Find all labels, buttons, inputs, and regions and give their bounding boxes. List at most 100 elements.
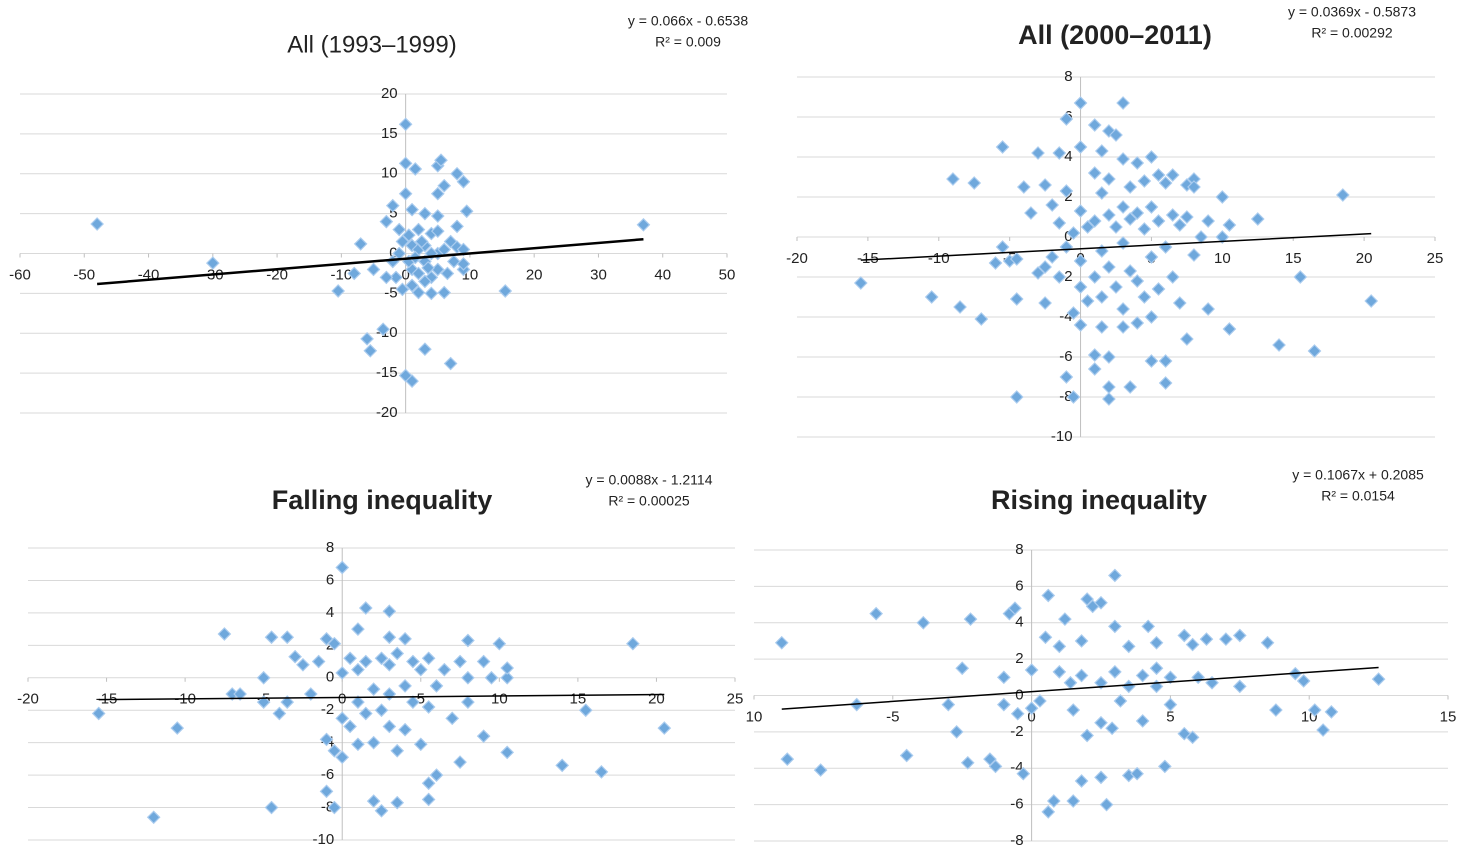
data-point	[406, 654, 420, 669]
data-point	[988, 759, 1003, 774]
data-point	[813, 763, 828, 777]
data-point	[1116, 320, 1130, 334]
data-point	[1031, 266, 1045, 280]
data-point	[1024, 701, 1039, 716]
x-tick-label: -20	[17, 691, 39, 708]
data-point	[1293, 270, 1308, 284]
data-point	[413, 662, 428, 677]
data-point	[1016, 766, 1031, 781]
data-point	[1116, 96, 1130, 110]
data-point	[421, 700, 436, 714]
data-point	[461, 633, 475, 648]
data-point	[1094, 675, 1108, 690]
data-point	[1116, 302, 1130, 316]
data-point	[351, 737, 365, 752]
data-point	[1201, 302, 1216, 316]
data-point	[424, 286, 439, 301]
trendline	[97, 237, 644, 286]
data-point	[376, 322, 390, 337]
data-point	[492, 636, 507, 651]
data-point	[374, 803, 389, 818]
data-point	[1123, 180, 1138, 194]
data-point	[405, 278, 419, 293]
x-tick-label: -50	[73, 266, 95, 283]
data-point	[1121, 679, 1136, 694]
data-point	[358, 601, 373, 615]
data-point	[1260, 635, 1275, 650]
data-point	[1201, 214, 1216, 228]
data-point	[390, 795, 405, 810]
data-point	[351, 622, 365, 636]
y-tick-label: 0	[1064, 228, 1072, 245]
data-point	[1041, 588, 1056, 603]
data-point	[382, 630, 397, 645]
r-squared: R² = 0.00292	[1311, 25, 1393, 41]
data-point	[1041, 805, 1056, 819]
data-point	[1316, 723, 1330, 737]
data-point	[1038, 296, 1052, 310]
data-point	[1177, 726, 1192, 741]
data-point	[1108, 568, 1122, 583]
data-point	[459, 204, 474, 219]
data-point	[1024, 206, 1038, 220]
data-point	[1073, 96, 1088, 110]
data-point	[1130, 206, 1145, 220]
data-point	[967, 176, 982, 190]
data-point	[366, 262, 381, 277]
y-tick-label: 10	[381, 165, 398, 182]
data-point	[421, 261, 435, 275]
data-point	[1080, 728, 1094, 743]
chart-title: Falling inequality	[272, 485, 493, 515]
data-point	[358, 654, 373, 669]
data-point	[421, 776, 436, 791]
data-point	[1130, 156, 1145, 170]
data-point	[1137, 222, 1152, 236]
data-point	[1066, 226, 1081, 240]
data-point	[500, 661, 515, 675]
data-point	[1094, 595, 1108, 610]
data-point	[1187, 248, 1201, 262]
data-point	[146, 810, 161, 825]
data-point	[946, 172, 960, 186]
data-point	[430, 224, 445, 239]
data-point	[1045, 250, 1060, 264]
data-point	[1102, 260, 1116, 274]
data-point	[1215, 230, 1230, 244]
data-point	[1296, 674, 1311, 688]
data-point	[1144, 150, 1159, 164]
data-point	[853, 276, 868, 290]
data-point	[1149, 679, 1164, 694]
data-point	[374, 651, 389, 666]
x-tick-label: 30	[590, 266, 607, 283]
data-point	[408, 162, 423, 176]
data-point	[1158, 759, 1172, 774]
data-point	[1102, 350, 1116, 364]
data-point	[1123, 264, 1138, 278]
y-tick-label: -20	[376, 404, 398, 421]
y-tick-label: 5	[389, 205, 397, 222]
data-point	[1144, 354, 1159, 368]
data-point	[233, 687, 247, 701]
data-point	[1074, 668, 1089, 683]
data-point	[1165, 208, 1180, 222]
data-point	[1307, 344, 1322, 358]
data-point	[319, 784, 334, 799]
data-point	[1165, 270, 1180, 284]
y-tick-label: -10	[1051, 428, 1073, 445]
data-point	[1016, 180, 1031, 194]
data-point	[450, 166, 464, 181]
data-point	[1102, 380, 1116, 394]
trendline	[860, 232, 1372, 261]
data-point	[461, 670, 475, 685]
data-point	[1024, 663, 1039, 677]
data-point	[1102, 208, 1116, 222]
data-point	[1137, 290, 1152, 304]
data-point	[1059, 112, 1074, 126]
trendline	[98, 693, 665, 701]
x-tick-label: -5	[886, 708, 899, 725]
data-point	[256, 695, 271, 709]
x-tick-label: 15	[1285, 250, 1302, 267]
data-point	[406, 695, 420, 709]
data-point	[1151, 214, 1166, 228]
